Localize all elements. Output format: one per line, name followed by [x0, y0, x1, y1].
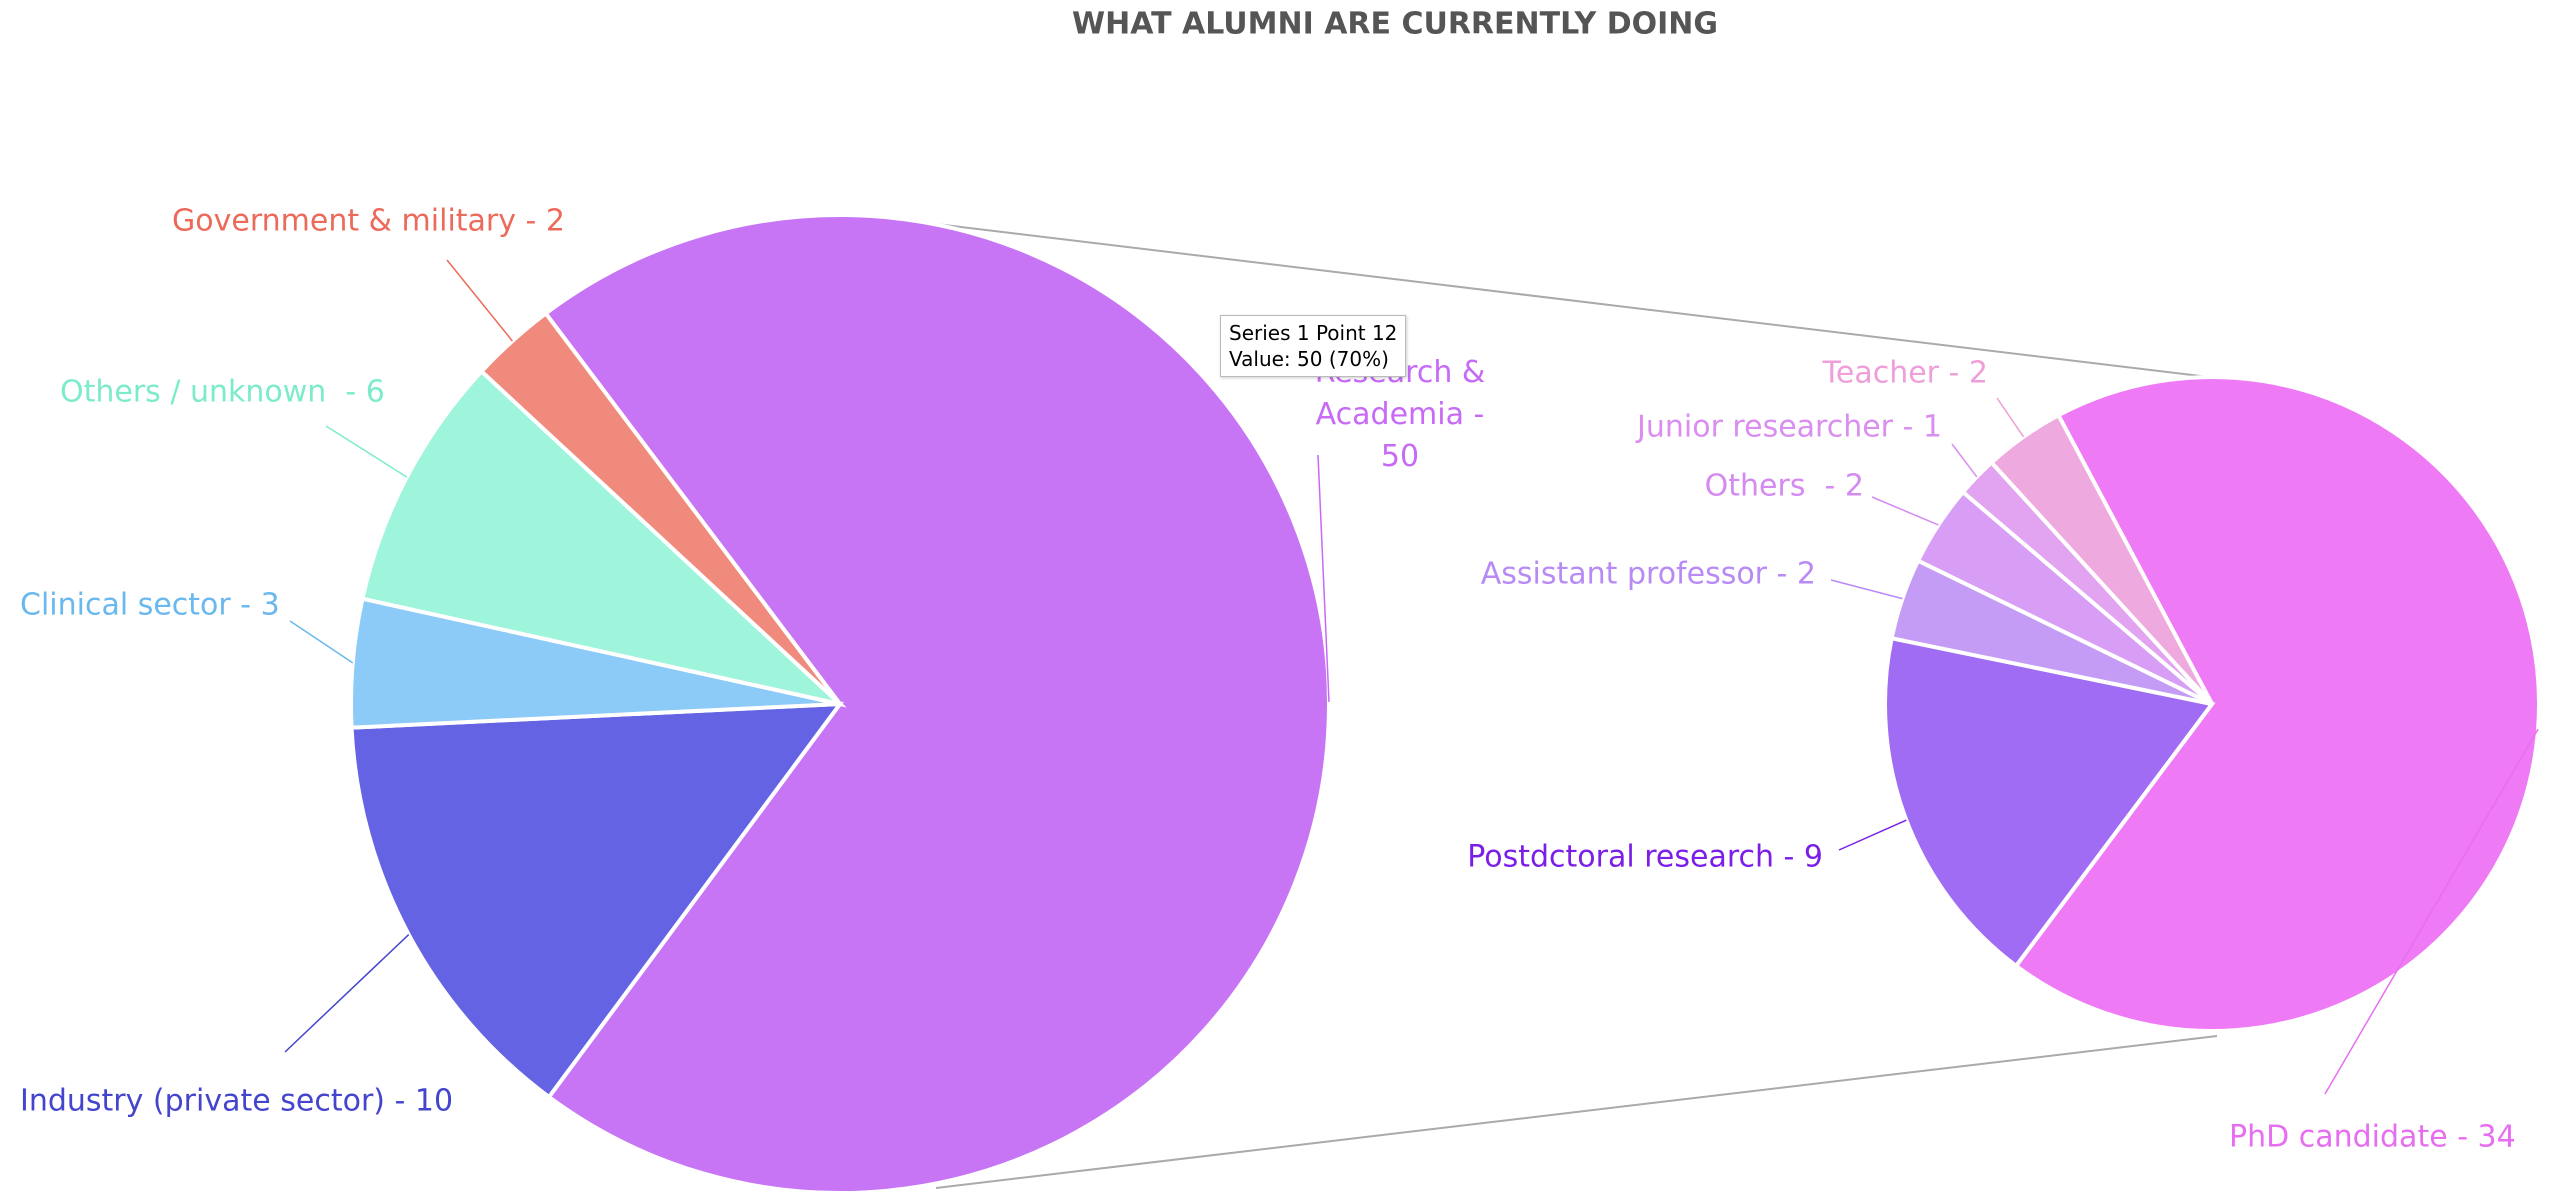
leader-line: [2324, 728, 2539, 1095]
data-label: Junior researcher - 1: [1635, 410, 1942, 445]
tooltip-line: Series 1 Point 12: [1229, 321, 1398, 345]
data-label: Others - 2: [1705, 469, 1864, 504]
connector: [935, 223, 2218, 379]
data-label: Teacher - 2: [1822, 356, 1988, 391]
data-label: Assistant professor - 2: [1481, 557, 1816, 592]
data-label: Others / unknown - 6: [60, 375, 385, 410]
leader-line: [325, 425, 408, 478]
leader-line: [1838, 819, 1907, 851]
leader-line: [1996, 397, 2025, 438]
connector: [935, 1035, 2218, 1189]
pie-slice: [360, 368, 847, 708]
chart-title: WHAT ALUMNI ARE CURRENTLY DOING: [1072, 7, 1718, 42]
tooltip-line: Value: 50 (70%): [1229, 347, 1389, 371]
data-label: PhD candidate - 34: [2229, 1120, 2516, 1155]
leader-line: [1871, 496, 1939, 526]
leader-line: [446, 259, 513, 342]
leader-line: [1951, 443, 1978, 478]
data-label: Industry (private sector) - 10: [20, 1084, 453, 1119]
leader-line: [1317, 454, 1330, 702]
leader-line: [1830, 579, 1903, 600]
data-label: Clinical sector - 3: [20, 588, 280, 623]
leader-line: [289, 620, 354, 664]
pie-slice: [478, 310, 842, 706]
pie-slice: [1883, 635, 2216, 969]
tooltip: Series 1 Point 12 Value: 50 (70%): [1220, 315, 1407, 377]
data-label: Government & military - 2: [172, 204, 565, 239]
data-label: Postdctoral research - 9: [1467, 840, 1823, 875]
leader-line: [284, 933, 410, 1053]
